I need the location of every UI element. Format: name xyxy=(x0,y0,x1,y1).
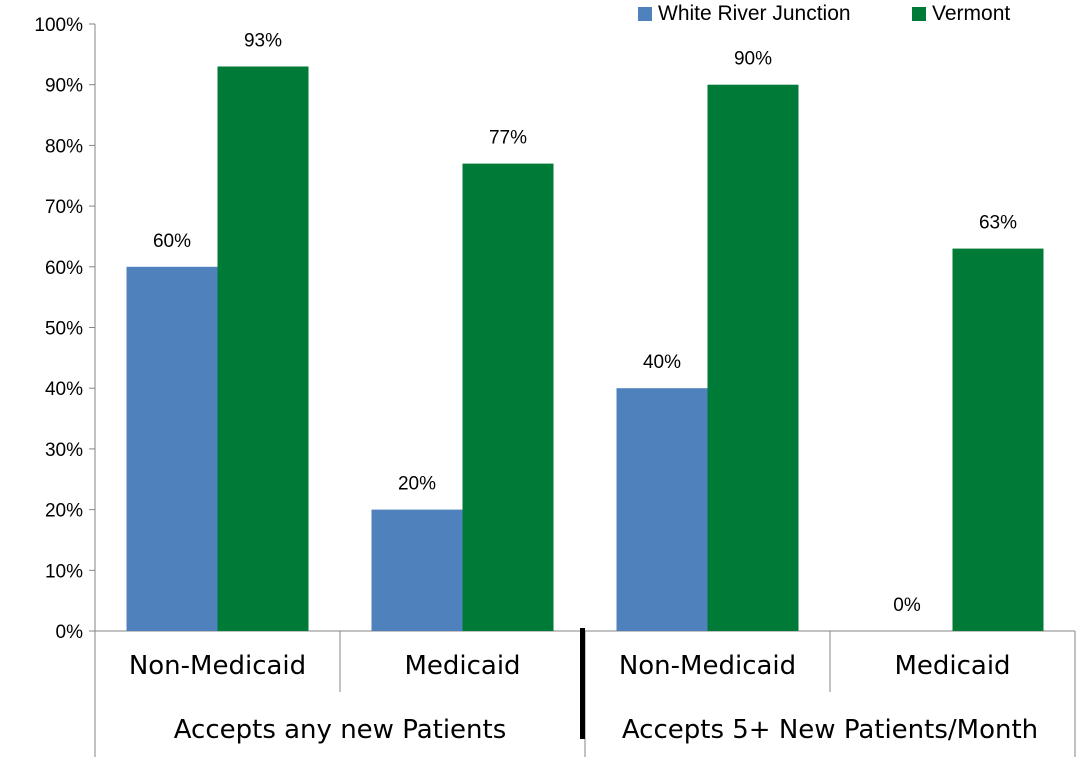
category-axis: Non-Medicaid Medicaid Non-Medicaid Medicaid… xyxy=(94,628,1076,757)
bar-white-river-junction xyxy=(616,388,708,631)
y-tick-label: 40% xyxy=(45,379,83,400)
data-labels: 60% 93% 20% 77% 40% 90% 0% 63% xyxy=(153,30,1017,616)
y-tick-label: 10% xyxy=(45,561,83,582)
bar-white-river-junction xyxy=(371,509,463,631)
bar-vermont xyxy=(707,84,799,631)
bar-vermont xyxy=(952,248,1044,631)
category-label: Non-Medicaid xyxy=(619,651,796,681)
data-label: 90% xyxy=(734,49,772,70)
y-tick-label: 90% xyxy=(45,76,83,97)
group-label: Accepts 5+ New Patients/Month xyxy=(622,715,1038,745)
group-divider xyxy=(580,628,585,739)
y-tick-label: 70% xyxy=(45,197,83,218)
data-label: 0% xyxy=(893,595,921,616)
data-label: 63% xyxy=(979,213,1017,234)
y-tick-label: 50% xyxy=(45,319,83,340)
y-tick-label: 30% xyxy=(45,440,83,461)
data-label: 60% xyxy=(153,231,191,252)
group-label: Accepts any new Patients xyxy=(174,715,507,745)
bar-vermont xyxy=(217,66,309,632)
bars xyxy=(126,66,1044,632)
legend-label: Vermont xyxy=(932,2,1010,25)
legend-swatch xyxy=(638,7,652,21)
y-tick-label: 100% xyxy=(34,15,83,36)
legend-label: White River Junction xyxy=(658,2,851,25)
y-tick-label: 60% xyxy=(45,258,83,279)
bar-vermont xyxy=(462,163,554,632)
y-tick-label: 0% xyxy=(56,622,84,643)
category-label: Medicaid xyxy=(404,651,520,681)
y-tick-label: 80% xyxy=(45,136,83,157)
legend-swatch xyxy=(912,7,926,21)
category-label: Non-Medicaid xyxy=(129,651,306,681)
data-label: 77% xyxy=(489,128,527,149)
axes: 0% 10% 20% 30% 40% 50% 60% 70% 80% 90% 100% xyxy=(34,15,1075,643)
category-label: Medicaid xyxy=(894,651,1010,681)
data-label: 40% xyxy=(643,352,681,373)
data-label: 93% xyxy=(244,30,282,51)
y-tick-label: 20% xyxy=(45,501,83,522)
bar-white-river-junction xyxy=(126,266,218,631)
data-label: 20% xyxy=(398,474,436,495)
legend: White River Junction Vermont xyxy=(638,2,1010,25)
